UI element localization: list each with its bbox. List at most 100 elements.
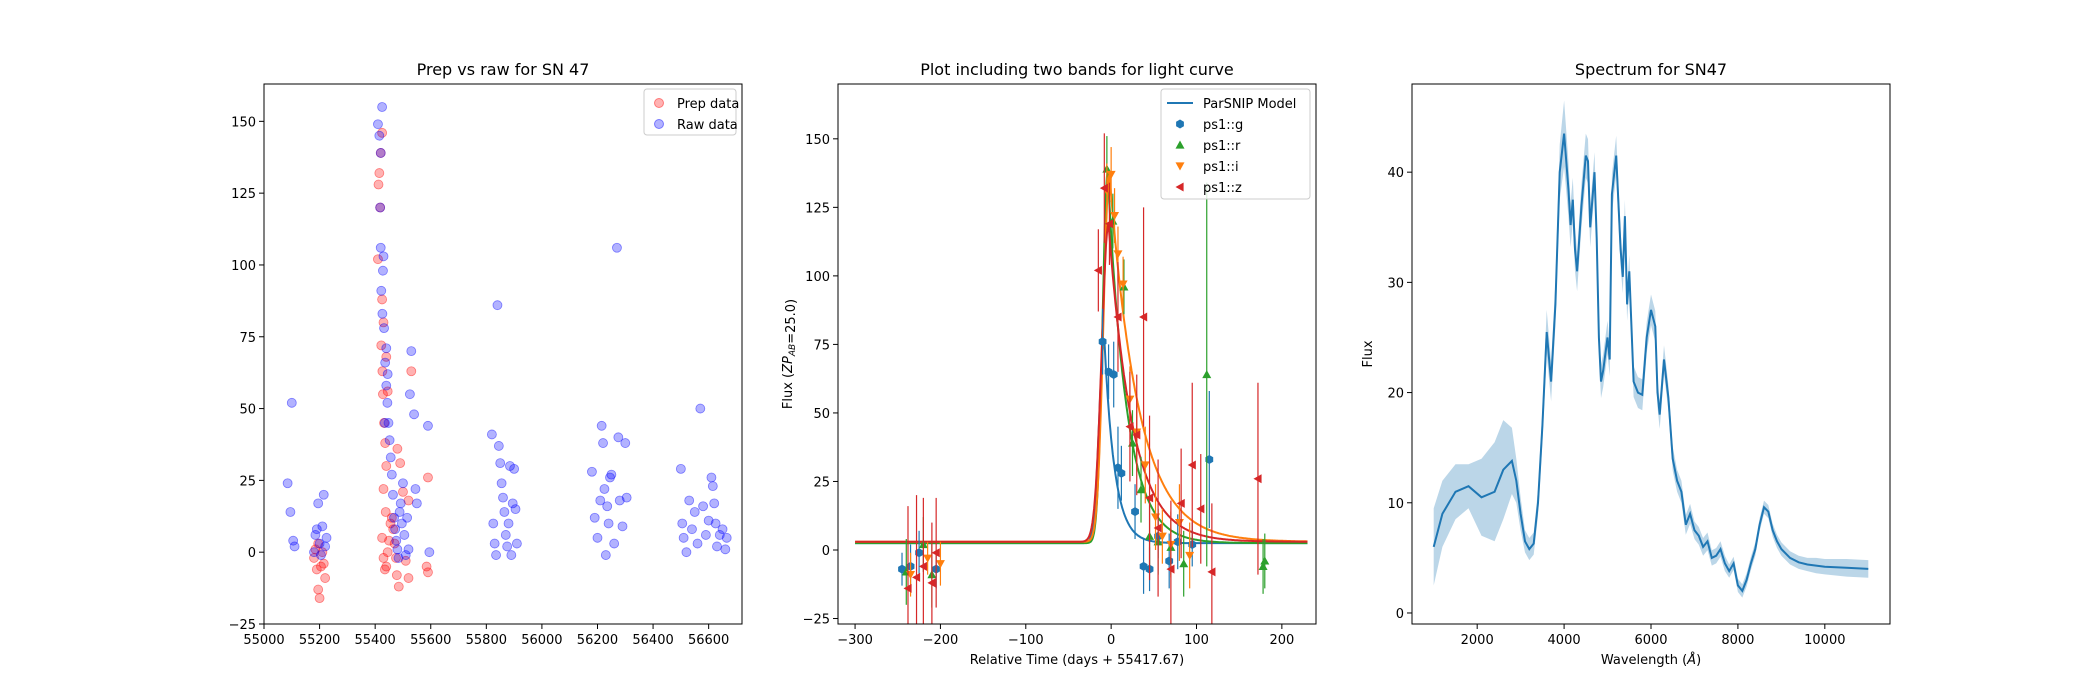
raw-data-point <box>402 512 413 523</box>
x-tick-label: 55000 <box>243 633 284 648</box>
raw-data-point <box>489 538 500 549</box>
raw-data-point <box>286 397 297 408</box>
raw-data-point <box>385 452 396 463</box>
prep-data-point <box>400 555 411 566</box>
raw-data-point <box>700 530 711 540</box>
data-point <box>1139 312 1148 322</box>
raw-data-point <box>500 530 511 540</box>
raw-data-point <box>493 441 504 451</box>
data-point <box>935 560 945 569</box>
data-point <box>1260 556 1270 565</box>
raw-data-point <box>406 346 417 357</box>
x-tick-label: −200 <box>923 633 959 648</box>
raw-data-point <box>375 242 386 253</box>
plot-area <box>1432 100 1869 598</box>
prep-data-point <box>391 570 402 581</box>
data-point <box>903 583 912 593</box>
raw-data-point <box>592 532 603 543</box>
data-point <box>927 578 936 588</box>
legend: Prep data Raw data <box>643 88 739 136</box>
raw-data-point <box>403 544 414 555</box>
raw-data-point <box>609 538 620 549</box>
prep-data-point <box>311 564 322 575</box>
prep-data-point <box>406 366 417 377</box>
data-point <box>1131 507 1139 517</box>
raw-data-point <box>717 524 728 535</box>
prep-data-point <box>316 561 326 572</box>
x-axis-label: Wavelength (Å) <box>1601 652 1701 668</box>
prep-data-point <box>382 386 393 397</box>
y-tick-label: 25 <box>813 475 830 490</box>
data-point <box>923 554 933 563</box>
prep-data-point <box>377 532 388 543</box>
raw-data-point <box>393 553 404 563</box>
x-tick-label: 55400 <box>354 633 395 648</box>
x-tick-label: 8000 <box>1721 633 1754 648</box>
chart-title: Prep vs raw for SN 47 <box>417 60 590 79</box>
plot-frame <box>1411 83 1891 625</box>
raw-data-point <box>710 518 721 529</box>
model-curve <box>855 174 1308 543</box>
y-tick-label: 0 <box>248 546 256 561</box>
raw-data-point <box>321 532 332 543</box>
data-point <box>1113 250 1123 259</box>
uncertainty-band <box>1433 100 1869 598</box>
prep-data-point <box>374 168 385 178</box>
x-tick-label: 6000 <box>1634 633 1667 648</box>
prep-data-point <box>377 294 388 305</box>
data-point <box>1117 468 1126 478</box>
raw-data-point <box>405 389 415 400</box>
x-tick-label: 2000 <box>1461 633 1494 648</box>
raw-data-point <box>395 498 406 509</box>
raw-data-point <box>677 518 688 529</box>
raw-data-point <box>381 380 392 391</box>
raw-data-point <box>378 251 389 262</box>
raw-data-point <box>398 478 408 489</box>
y-tick-label: 150 <box>805 133 830 148</box>
raw-data-point <box>314 538 325 549</box>
raw-data-point <box>703 515 714 526</box>
chart-title: Plot including two bands for light curve <box>920 60 1234 79</box>
y-tick-label: 150 <box>231 115 256 130</box>
x-tick-label: 56200 <box>577 633 618 648</box>
raw-data-point <box>486 429 497 440</box>
raw-data-point <box>613 432 624 443</box>
raw-data-point <box>317 521 328 532</box>
data-point <box>1207 567 1216 577</box>
raw-data-point <box>380 357 391 368</box>
raw-data-point <box>496 478 507 489</box>
raw-data-point <box>382 397 393 408</box>
raw-data-point <box>605 472 615 483</box>
raw-data-point <box>707 481 718 492</box>
y-tick-label: 20 <box>1387 387 1404 402</box>
raw-data-point <box>687 524 697 535</box>
raw-data-point <box>502 541 513 552</box>
data-point <box>1173 537 1182 547</box>
prep-data-point <box>403 573 414 583</box>
x-axis-label: Relative Time (days + 55417.67) <box>970 653 1185 668</box>
raw-data-point <box>423 420 433 431</box>
raw-data-point <box>375 148 386 158</box>
raw-data-point <box>503 518 514 529</box>
raw-data-point <box>390 524 401 535</box>
prep-data-point <box>313 584 324 595</box>
raw-data-point <box>603 518 614 529</box>
data-point <box>1140 461 1150 470</box>
raw-data-point <box>617 521 628 532</box>
legend-label: ps1::i <box>1203 160 1239 175</box>
legend-marker <box>1175 162 1185 171</box>
legend-marker <box>1176 119 1184 129</box>
prep-data-point <box>403 495 414 506</box>
raw-data-point <box>621 492 632 503</box>
raw-data-point <box>375 202 386 213</box>
prep-data-point <box>391 553 401 563</box>
raw-data-point <box>409 409 419 420</box>
plot-area <box>855 133 1308 624</box>
y-tick-label: 25 <box>239 474 256 489</box>
prep-data-point <box>310 544 321 555</box>
prep-data-point <box>423 472 433 483</box>
raw-data-point <box>507 498 518 509</box>
raw-data-point <box>388 489 398 500</box>
raw-data-point <box>316 550 326 560</box>
